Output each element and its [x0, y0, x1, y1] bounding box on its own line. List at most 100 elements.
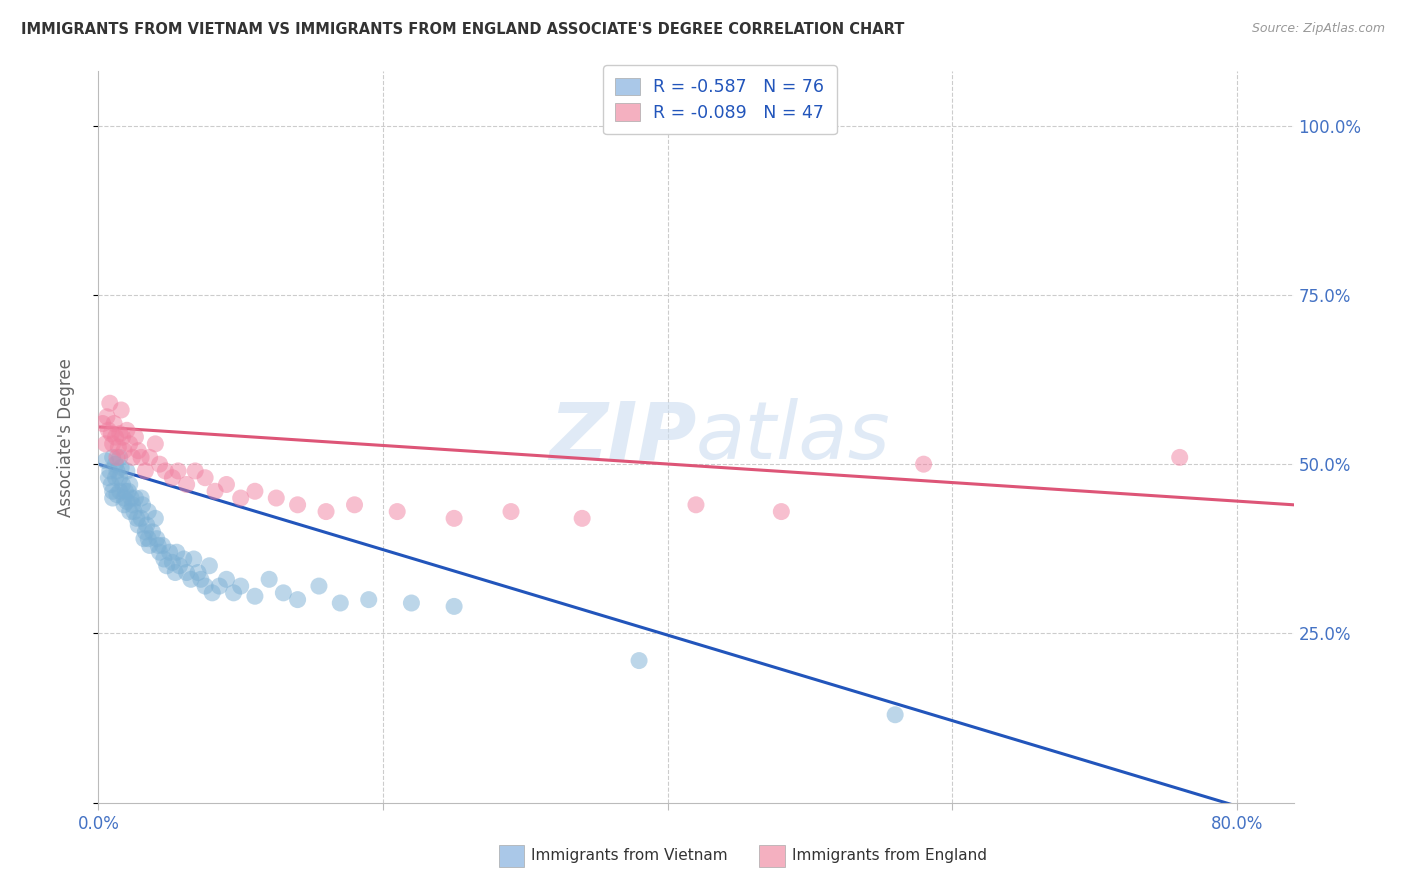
Point [770, 505, 793, 519]
Point [308, 579, 330, 593]
Point [152, 538, 174, 552]
Point [143, 437, 166, 451]
Point [112, 443, 135, 458]
Point [111, 477, 134, 491]
Point [499, 505, 522, 519]
Point [127, 518, 149, 533]
Point [243, 484, 266, 499]
Point [208, 579, 231, 593]
Point [229, 579, 252, 593]
Point [97, 471, 120, 485]
Point [222, 586, 245, 600]
Point [169, 558, 191, 573]
Point [135, 518, 157, 533]
Point [201, 586, 224, 600]
Bar [759, 845, 785, 867]
Point [229, 491, 252, 505]
Point [91, 417, 114, 431]
Point [100, 426, 122, 441]
Point [108, 484, 131, 499]
Point [180, 572, 202, 586]
Point [127, 443, 149, 458]
Text: Source: ZipAtlas.com: Source: ZipAtlas.com [1251, 22, 1385, 36]
Text: Immigrants from England: Immigrants from England [792, 848, 987, 863]
Point [108, 426, 131, 441]
Point [257, 572, 280, 586]
Point [129, 491, 152, 505]
Point [198, 558, 221, 573]
Point [264, 491, 287, 505]
Point [912, 457, 935, 471]
Point [118, 505, 141, 519]
Point [162, 471, 184, 485]
Point [134, 524, 156, 539]
Point [120, 491, 142, 505]
Point [184, 464, 207, 478]
Point [136, 505, 159, 519]
Point [101, 491, 124, 505]
Point [117, 484, 139, 499]
Legend: R = -0.587   N = 76, R = -0.089   N = 47: R = -0.587 N = 76, R = -0.089 N = 47 [603, 65, 837, 134]
Text: ZIP: ZIP [548, 398, 696, 476]
Point [105, 464, 128, 478]
Point [101, 437, 124, 451]
Point [155, 464, 177, 478]
Point [105, 488, 128, 502]
Point [243, 589, 266, 603]
Point [329, 596, 352, 610]
Point [110, 460, 132, 475]
Point [104, 471, 127, 485]
Y-axis label: Associate's Degree: Associate's Degree [56, 358, 75, 516]
Point [132, 532, 155, 546]
Point [136, 532, 159, 546]
Point [108, 450, 131, 465]
Point [101, 450, 124, 465]
Point [94, 437, 117, 451]
Point [443, 511, 465, 525]
Point [162, 555, 184, 569]
Point [1168, 450, 1191, 465]
Point [183, 552, 205, 566]
Point [125, 511, 148, 525]
Point [138, 450, 160, 465]
Point [204, 484, 226, 499]
Point [149, 457, 172, 471]
Point [115, 494, 138, 508]
Point [443, 599, 465, 614]
Point [165, 566, 187, 580]
Point [884, 707, 907, 722]
Text: Immigrants from Vietnam: Immigrants from Vietnam [531, 848, 728, 863]
Point [273, 586, 295, 600]
Point [103, 417, 125, 431]
Point [194, 579, 217, 593]
Bar [499, 845, 524, 867]
Point [98, 464, 121, 478]
Point [187, 566, 209, 580]
Point [145, 532, 167, 546]
Point [194, 471, 217, 485]
Point [118, 477, 141, 491]
Point [156, 558, 179, 573]
Point [571, 511, 593, 525]
Point [190, 572, 212, 586]
Point [129, 511, 152, 525]
Point [121, 498, 143, 512]
Point [107, 440, 129, 454]
Point [343, 498, 366, 512]
Point [97, 423, 120, 437]
Point [131, 498, 153, 512]
Point [315, 505, 337, 519]
Point [159, 545, 181, 559]
Point [105, 450, 128, 465]
Point [166, 545, 188, 559]
Point [122, 505, 145, 519]
Point [110, 403, 132, 417]
Point [115, 423, 138, 437]
Point [287, 592, 309, 607]
Point [108, 471, 131, 485]
Point [141, 524, 163, 539]
Point [628, 654, 651, 668]
Point [100, 477, 122, 491]
Point [98, 396, 121, 410]
Point [124, 430, 146, 444]
